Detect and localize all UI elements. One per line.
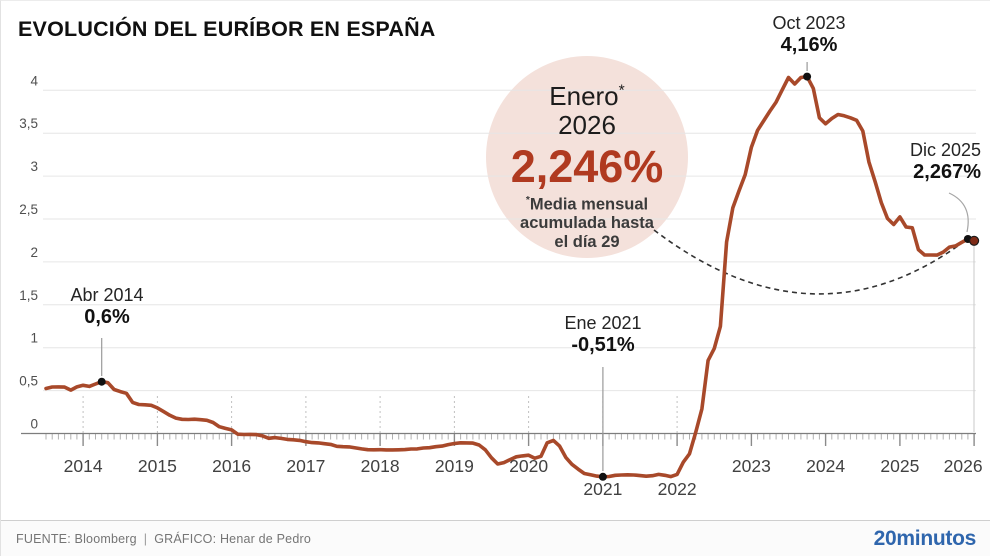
annotation-dic-2025: Dic 2025 2,267% (877, 140, 981, 185)
source-label: FUENTE: Bloomberg (16, 531, 137, 546)
callout-enero-2026: Enero* 2026 2,246% *Media mensual acumul… (486, 58, 688, 260)
annotation-value: -0,51% (571, 334, 635, 357)
abr2014-dot (97, 377, 106, 386)
x-axis-labels: 2014 2015 2016 2017 2018 2019 2020 2021 2022 2023… (64, 456, 983, 499)
annotation-date: Dic 2025 (909, 140, 981, 160)
y-axis-labels: 0 0,5 1 1,5 2 2,5 3 3,5 4 (19, 73, 38, 431)
x-tick-label: 2026 (944, 456, 983, 476)
y-tick-label: 2,5 (19, 202, 38, 217)
callout-value: 2,246% (510, 141, 664, 193)
ene2021-dot (598, 472, 607, 481)
x-tick-label: 2025 (880, 456, 919, 476)
source-credit-line: FUENTE: Bloomberg | GRÁFICO: Henar de Pedr… (16, 532, 311, 546)
y-tick-label: 0 (30, 417, 38, 432)
y-tick-label: 1 (30, 331, 38, 346)
axis-ticks (45, 433, 975, 446)
year-dotted-risers (82, 393, 678, 433)
dic2025-leader-curve (948, 192, 969, 233)
20minutos-logo: 20minutos (873, 526, 977, 550)
x-tick-label: 2014 (64, 456, 103, 476)
x-tick-label: 2018 (361, 456, 400, 476)
annotation-date: Ene 2021 (564, 313, 642, 333)
annotation-date: Oct 2023 (772, 13, 846, 33)
callout-circle-background (486, 56, 688, 258)
footer-bar: FUENTE: Bloomberg | GRÁFICO: Henar de Pedr… (1, 520, 990, 556)
annotation-ene-2021: Ene 2021 -0,51% (547, 313, 659, 358)
callout-month: Enero* (549, 81, 625, 111)
oct2023-dot (803, 72, 812, 81)
annotation-leader-lines (101, 62, 808, 471)
callout-footnote: *Media mensual acumulada hasta el día 29 (520, 194, 654, 251)
x-tick-label: 2021 (583, 479, 622, 499)
x-tick-label: 2022 (658, 479, 697, 499)
y-tick-label: 1,5 (19, 288, 38, 303)
annotation-value: 0,6% (84, 306, 130, 329)
x-tick-label: 2024 (806, 456, 845, 476)
annotation-value: 4,16% (780, 34, 838, 57)
y-tick-label: 0,5 (19, 374, 38, 389)
callout-year: 2026 (558, 110, 616, 141)
x-tick-label: 2016 (212, 456, 251, 476)
x-tick-label: 2023 (732, 456, 771, 476)
x-tick-label: 2019 (435, 456, 474, 476)
euribor-series-line (44, 74, 976, 479)
x-tick-label: 2015 (138, 456, 177, 476)
annotation-oct-2023: Oct 2023 4,16% (757, 13, 861, 58)
dashed-connector-curve (653, 229, 963, 295)
gridlines (43, 89, 976, 392)
y-tick-label: 3 (30, 159, 38, 174)
chart-area: 2014 2015 2016 2017 2018 2019 2020 2021 2022 2023… (1, 1, 990, 521)
annotation-value: 2,267% (913, 161, 981, 184)
asterisk-mark: * (618, 82, 625, 100)
asterisk-mark: * (525, 194, 530, 206)
x-tick-label: 2017 (286, 456, 325, 476)
separator: | (143, 531, 148, 546)
chart-title: EVOLUCIÓN DEL EURÍBOR EN ESPAÑA (18, 17, 436, 41)
x-tick-label: 2020 (509, 456, 548, 476)
final-point-dot (968, 235, 980, 246)
annotation-abr-2014: Abr 2014 0,6% (55, 285, 159, 330)
y-tick-label: 2 (30, 245, 38, 260)
annotation-date: Abr 2014 (70, 285, 144, 305)
graphic-credit: GRÁFICO: Henar de Pedro (154, 531, 311, 546)
y-tick-label: 3,5 (19, 116, 38, 131)
annotation-dots (97, 72, 980, 481)
y-tick-label: 4 (30, 73, 38, 88)
